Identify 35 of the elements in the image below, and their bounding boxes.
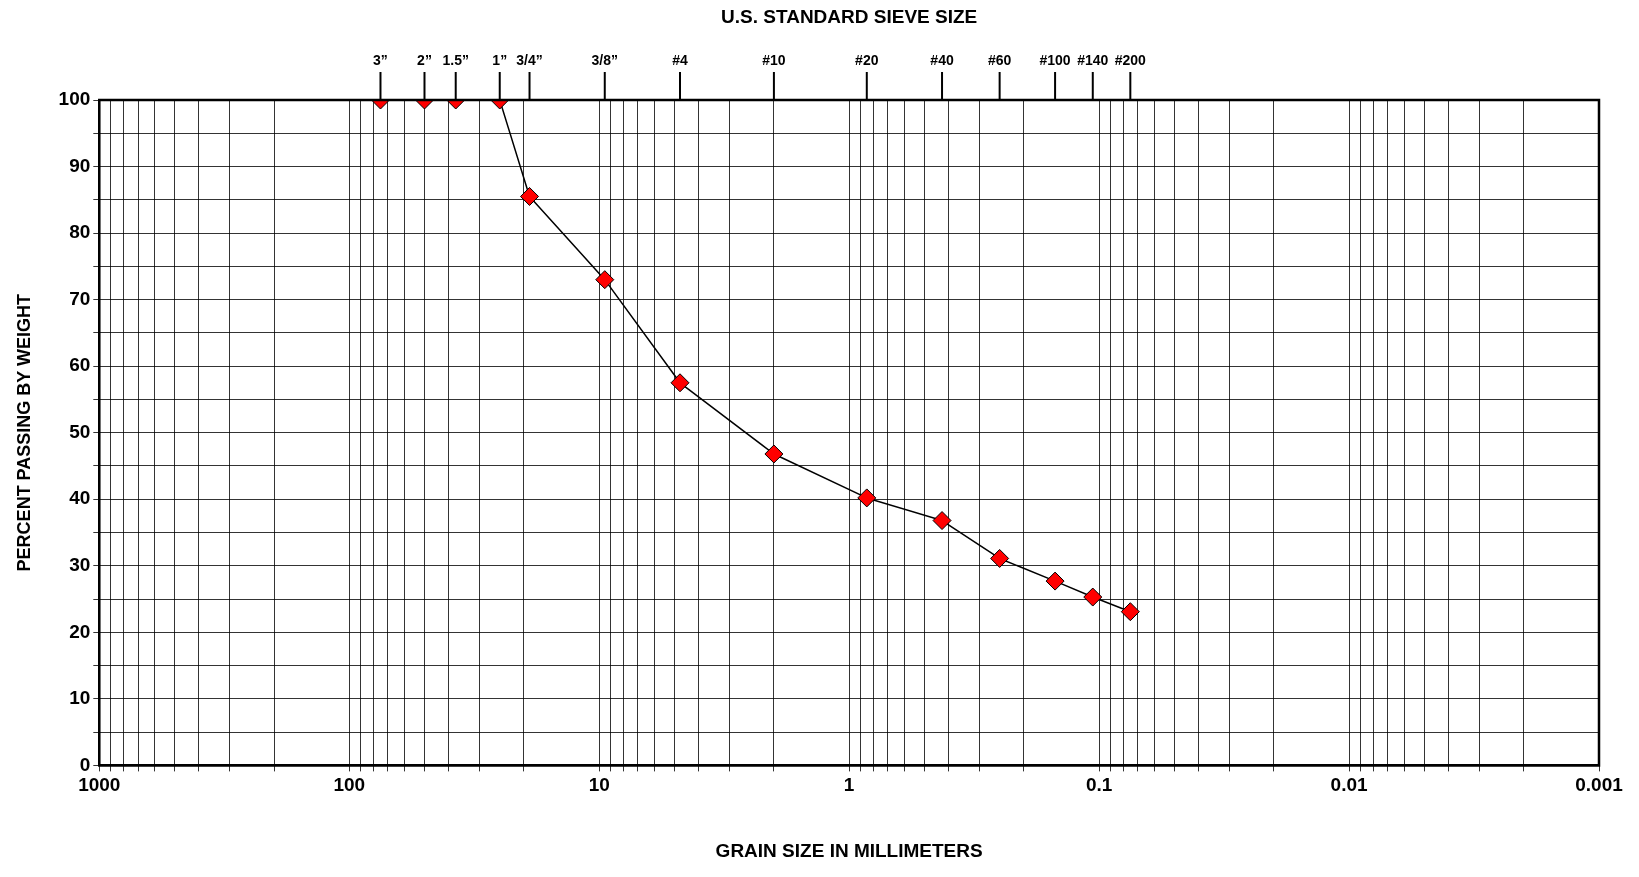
x-axis-title: GRAIN SIZE IN MILLIMETERS <box>715 839 983 861</box>
annotation: #4 <box>672 51 689 68</box>
y-tick-label: 10 <box>69 687 91 709</box>
x-tick-label: 1000 <box>78 774 121 796</box>
annotation: #40 <box>930 51 954 68</box>
annotation: 1” <box>492 51 508 68</box>
y-tick-label: 90 <box>69 154 91 176</box>
annotation: #200 <box>1114 51 1147 68</box>
annotation: #100 <box>1039 51 1071 68</box>
x-tick-label: 10 <box>588 774 610 796</box>
x-tick-label: 0.001 <box>1575 774 1624 796</box>
annotation: #20 <box>855 51 879 68</box>
y-tick-label: 30 <box>69 554 91 576</box>
x-tick-label: 100 <box>333 774 366 796</box>
chart-title: U.S. STANDARD SIEVE SIZE <box>721 5 978 27</box>
annotation: 1.5” <box>442 51 469 68</box>
x-tick-label: 1 <box>843 774 855 796</box>
y-tick-label: 70 <box>69 287 91 309</box>
y-axis-title: PERCENT PASSING BY WEIGHT <box>13 294 34 572</box>
annotation: #60 <box>987 51 1012 68</box>
y-tick-label: 80 <box>69 221 91 243</box>
y-tick-label: 100 <box>58 88 91 110</box>
y-tick-label: 50 <box>69 420 91 442</box>
annotation: 3/4” <box>516 51 543 68</box>
y-tick-label: 20 <box>69 620 91 642</box>
annotation: 3/8” <box>591 51 618 68</box>
annotation: 3” <box>373 51 388 68</box>
x-tick-label: 0.01 <box>1330 774 1368 796</box>
y-tick-label: 60 <box>69 354 91 376</box>
y-tick-label: 0 <box>79 753 91 775</box>
x-tick-label: 0.1 <box>1085 774 1113 796</box>
annotation: #10 <box>762 51 786 68</box>
annotation: #140 <box>1077 51 1109 68</box>
annotation: 2” <box>417 51 432 68</box>
y-tick-label: 40 <box>69 487 91 509</box>
